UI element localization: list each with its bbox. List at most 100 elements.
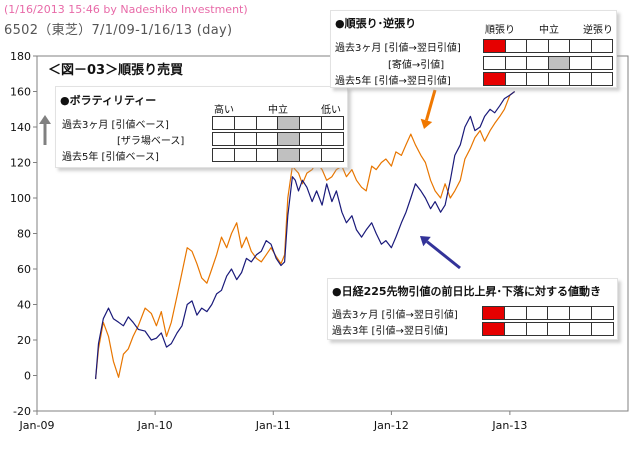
volatility-row-label: 過去3ヶ月 [引値ベース] bbox=[62, 120, 169, 131]
gauge-cell bbox=[592, 57, 613, 69]
trend-row-label: 過去3ヶ月 [引値→翌日引値] bbox=[335, 43, 461, 54]
series-line-navy bbox=[95, 91, 516, 380]
gauge-cell bbox=[322, 133, 343, 145]
y-tick-label: 100 bbox=[10, 192, 31, 205]
date-credit: (1/16/2013 15:46 by Nadeshiko Investment… bbox=[4, 3, 248, 16]
x-tick-label: Jan-11 bbox=[255, 419, 291, 432]
nikkei-panel: ●日経225先物引値の前日比上昇･下落に対する値動き 過去3ヶ月 [引値→翌日引… bbox=[327, 278, 618, 340]
gauge-cell bbox=[300, 149, 323, 161]
trend-gauge bbox=[483, 56, 613, 70]
gauge-cell bbox=[300, 133, 323, 145]
down-arrow-icon bbox=[420, 89, 437, 129]
volatility-panel: ●ボラティリティー 高い 中立 低い 過去3ヶ月 [引値ベース] [ザラ場ベース… bbox=[55, 86, 348, 168]
gauge-cell bbox=[484, 40, 506, 52]
gauge-cell bbox=[592, 307, 613, 319]
gauge-cell bbox=[527, 57, 549, 69]
x-tick-label: Jan-12 bbox=[373, 419, 409, 432]
volatility-row-label: 過去5年 [引値ベース] bbox=[62, 152, 159, 163]
gauge-cell bbox=[257, 117, 279, 129]
gauge-cell bbox=[484, 57, 506, 69]
volatility-title: ●ボラティリティー bbox=[60, 94, 157, 107]
trend-header-neutral: 中立 bbox=[539, 25, 559, 36]
gauge-cell bbox=[548, 307, 571, 319]
y-tick-label: 60 bbox=[17, 263, 31, 276]
gauge-cell bbox=[257, 149, 279, 161]
y-tick-label: 20 bbox=[17, 334, 31, 347]
y-tick-label: 120 bbox=[10, 157, 31, 170]
gauge-cell bbox=[257, 133, 279, 145]
gauge-cell bbox=[549, 40, 570, 52]
gauge-cell bbox=[506, 73, 527, 85]
gauge-cell bbox=[549, 73, 570, 85]
volatility-gauge bbox=[212, 132, 344, 146]
x-tick-label: Jan-13 bbox=[491, 419, 527, 432]
volatility-header-high: 高い bbox=[214, 105, 234, 116]
trend-gauge bbox=[483, 39, 613, 53]
gauge-cell bbox=[213, 117, 235, 129]
nikkei-title: ●日経225先物引値の前日比上昇･下落に対する値動き bbox=[332, 285, 602, 298]
y-axis: -20 0 20 40 60 80 100 120 140 160 180 bbox=[10, 50, 37, 418]
gauge-cell bbox=[278, 117, 301, 129]
gauge-cell bbox=[505, 307, 527, 319]
gauge-cell bbox=[235, 133, 257, 145]
gauge-cell bbox=[527, 307, 549, 319]
gauge-cell bbox=[322, 117, 343, 129]
gauge-cell bbox=[570, 73, 592, 85]
volatility-header-neutral: 中立 bbox=[268, 105, 288, 116]
volatility-gauge bbox=[212, 148, 344, 162]
gauge-cell bbox=[483, 307, 505, 319]
gauge-cell bbox=[527, 40, 549, 52]
y-tick-label: -20 bbox=[13, 405, 31, 418]
gauge-cell bbox=[506, 57, 527, 69]
volatility-gauge bbox=[212, 116, 344, 130]
trend-gauge bbox=[483, 72, 613, 86]
nikkei-gauge bbox=[482, 322, 614, 336]
gauge-cell bbox=[483, 323, 505, 335]
gauge-cell bbox=[592, 73, 613, 85]
gauge-cell bbox=[548, 57, 570, 69]
gauge-cell bbox=[570, 57, 592, 69]
volatility-row-label: [ザラ場ベース] bbox=[117, 136, 185, 147]
trend-row-label: 過去5年 [引値→翌日引値] bbox=[335, 76, 451, 87]
nikkei-row-label: 過去3ヶ月 [引値→翌日引値] bbox=[332, 310, 458, 321]
y-tick-label: 0 bbox=[24, 370, 31, 383]
x-tick-label: Jan-09 bbox=[19, 419, 55, 432]
gauge-cell bbox=[505, 323, 527, 335]
x-tick-label: Jan-10 bbox=[137, 419, 173, 432]
series-line-orange bbox=[95, 91, 516, 380]
gauge-cell bbox=[278, 133, 301, 145]
nikkei-row-label: 過去3年 [引値→翌日引値] bbox=[332, 326, 448, 337]
gauge-cell bbox=[527, 73, 549, 85]
gauge-cell bbox=[278, 149, 301, 161]
y-tick-label: 140 bbox=[10, 121, 31, 134]
y-tick-label: 160 bbox=[10, 86, 31, 99]
trend-panel: ●順張り･逆張り 順張り 中立 逆張り 過去3ヶ月 [引値→翌日引値] [寄値→… bbox=[330, 10, 617, 88]
gauge-cell bbox=[213, 133, 235, 145]
trend-header-follow: 順張り bbox=[485, 25, 515, 36]
y-tick-label: 180 bbox=[10, 50, 31, 63]
gauge-cell bbox=[235, 117, 257, 129]
volatility-header-low: 低い bbox=[321, 105, 341, 116]
diagonal-arrow-icon bbox=[420, 236, 461, 270]
up-arrow-icon bbox=[39, 115, 51, 145]
ticker-title: 6502（東芝）7/1/09-1/16/13 (day) bbox=[4, 23, 233, 38]
trend-row-label: [寄値→引値] bbox=[388, 60, 445, 71]
gauge-cell bbox=[570, 307, 593, 319]
x-axis: Jan-09 Jan-10 Jan-11 Jan-12 Jan-13 bbox=[19, 411, 527, 432]
y-tick-label: 40 bbox=[17, 299, 31, 312]
nikkei-gauge bbox=[482, 306, 614, 320]
figure-title: ＜図－03＞順張り売買 bbox=[48, 63, 184, 78]
gauge-cell bbox=[527, 323, 549, 335]
gauge-cell bbox=[570, 323, 593, 335]
gauge-cell bbox=[213, 149, 235, 161]
y-tick-label: 80 bbox=[17, 228, 31, 241]
gauge-cell bbox=[484, 73, 506, 85]
trend-title: ●順張り･逆張り bbox=[335, 17, 417, 30]
gauge-cell bbox=[300, 117, 323, 129]
gauge-cell bbox=[235, 149, 257, 161]
gauge-cell bbox=[548, 323, 571, 335]
gauge-cell bbox=[592, 323, 613, 335]
trend-header-contrarian: 逆張り bbox=[583, 25, 613, 36]
gauge-cell bbox=[322, 149, 343, 161]
gauge-cell bbox=[592, 40, 613, 52]
